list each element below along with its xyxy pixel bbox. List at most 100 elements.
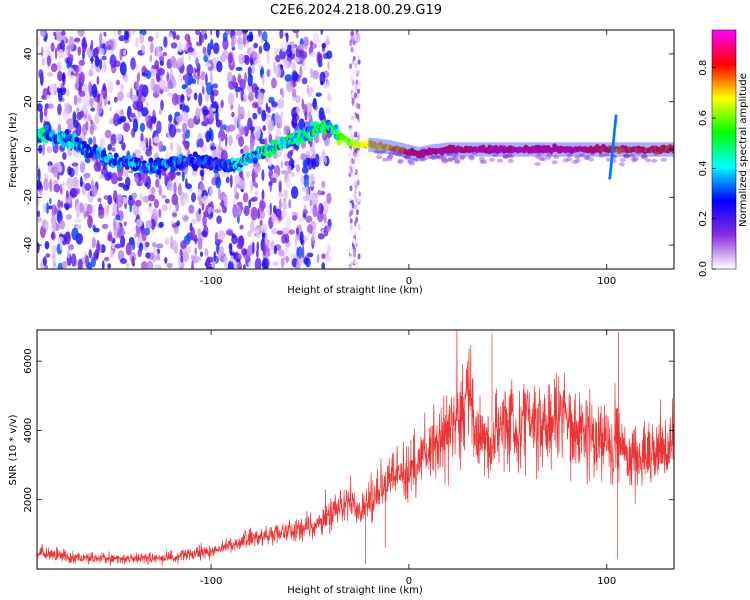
heatmap-cell <box>252 112 258 120</box>
heatmap-cell <box>440 156 447 161</box>
heatmap-cell <box>191 260 194 269</box>
heatmap-cell <box>248 199 251 209</box>
heatmap-cell <box>305 215 313 223</box>
colorbar-tick-label: 0.6 <box>698 110 709 126</box>
heatmap-cell <box>629 142 633 157</box>
heatmap-cell <box>315 92 322 97</box>
heatmap-cell <box>170 166 176 173</box>
heatmap-cell <box>78 71 85 84</box>
heatmap-cell <box>555 142 559 157</box>
heatmap-cell <box>244 54 250 66</box>
heatmap-cell <box>198 138 204 148</box>
heatmap-cell <box>349 40 353 47</box>
heatmap-cell <box>122 49 127 56</box>
heatmap-cell <box>310 51 318 58</box>
heatmap-cell <box>195 256 202 262</box>
heatmap-cell <box>350 46 354 53</box>
heatmap-cell <box>349 185 353 192</box>
heatmap-cell <box>113 113 120 127</box>
heatmap-cell <box>134 233 137 239</box>
heatmap-cell <box>355 64 359 71</box>
heatmap-cell <box>120 83 124 92</box>
heatmap-cell <box>87 115 92 122</box>
heatmap-cell <box>545 155 552 160</box>
heatmap-cell <box>189 222 193 232</box>
heatmap-cell <box>183 191 190 204</box>
heatmap-cell <box>118 35 126 42</box>
heatmap-cell <box>250 51 258 60</box>
heatmap-cell <box>287 164 292 175</box>
heatmap-cell <box>469 142 473 157</box>
heatmap-cell <box>276 230 284 235</box>
heatmap-cell <box>353 74 357 81</box>
heatmap-cell <box>357 80 361 87</box>
heatmap-cell <box>197 237 203 250</box>
heatmap-cell <box>71 188 78 198</box>
heatmap-cell <box>327 243 331 255</box>
heatmap-cell <box>168 203 171 211</box>
heatmap-cell <box>158 140 163 153</box>
heatmap-cell <box>107 234 113 241</box>
heatmap-cell <box>73 94 78 106</box>
heatmap-cell <box>136 72 141 83</box>
heatmap-cell <box>261 236 265 245</box>
heatmap-cell <box>78 30 85 38</box>
heatmap-cell <box>392 140 396 156</box>
heatmap-cell <box>605 142 609 157</box>
heatmap-cell <box>164 173 168 187</box>
heatmap-cell <box>252 157 258 164</box>
heatmap-cell <box>210 90 215 103</box>
heatmap-cell <box>194 234 198 245</box>
heatmap-cell <box>266 68 271 78</box>
heatmap-cell <box>504 142 508 157</box>
heatmap-cell <box>129 87 133 100</box>
heatmap-cell <box>201 202 205 211</box>
heatmap-cell <box>190 218 197 225</box>
heatmap-cell <box>44 264 49 269</box>
heatmap-cell <box>233 186 238 195</box>
heatmap-cell <box>103 61 107 73</box>
heatmap-cell <box>132 100 140 111</box>
heatmap-cell <box>144 241 150 248</box>
heatmap-cell <box>252 196 258 202</box>
heatmap-cell <box>99 137 105 149</box>
heatmap-cell <box>50 42 55 53</box>
heatmap-cell <box>77 98 82 104</box>
heatmap-cell <box>275 54 281 63</box>
heatmap-cell <box>176 41 184 53</box>
heatmap-cell <box>91 184 98 197</box>
heatmap-cell <box>596 142 600 157</box>
heatmap-cell <box>302 158 309 169</box>
heatmap-cell <box>92 204 96 217</box>
heatmap-cell <box>37 35 40 47</box>
x-tick-label: 100 <box>597 576 616 587</box>
heatmap-cell <box>295 94 301 104</box>
heatmap-cell <box>247 260 256 267</box>
heatmap-cell <box>324 209 328 214</box>
heatmap-cell <box>115 79 121 86</box>
heatmap-cell <box>357 253 361 260</box>
colorbar: 0.0 0.2 0.4 0.6 0.8 Normalized spectral ampl… <box>698 29 749 277</box>
heatmap-cell <box>184 141 190 151</box>
heatmap-cell <box>58 220 66 230</box>
heatmap-cell <box>97 164 102 172</box>
heatmap-cell <box>106 45 112 51</box>
heatmap-cell <box>216 60 223 73</box>
heatmap-cell <box>299 65 303 79</box>
heatmap-cell <box>242 33 247 46</box>
heatmap-cell <box>48 83 57 95</box>
heatmap-cell <box>147 194 156 202</box>
heatmap-cell <box>619 158 626 163</box>
heatmap-cell <box>644 142 648 157</box>
heatmap-cell <box>266 51 271 65</box>
heatmap-cell <box>626 142 630 157</box>
heatmap-cell <box>306 252 314 258</box>
heatmap-cell <box>326 225 332 232</box>
heatmap-cell <box>192 52 198 59</box>
heatmap-cell <box>317 189 322 196</box>
heatmap-cell <box>317 232 325 240</box>
heatmap-cell <box>158 108 162 116</box>
heatmap-cell <box>415 146 419 161</box>
heatmap-cell <box>280 41 288 52</box>
